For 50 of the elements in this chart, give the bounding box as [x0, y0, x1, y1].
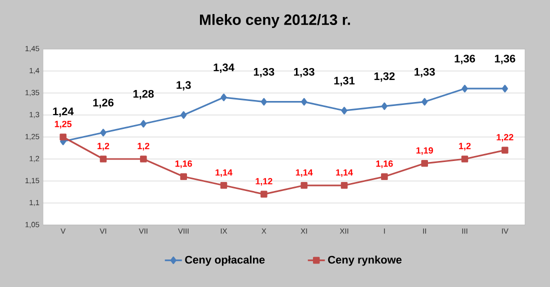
point — [301, 98, 308, 106]
point — [381, 102, 388, 110]
point — [180, 173, 187, 180]
point — [381, 173, 388, 180]
data-label: 1,36 — [494, 54, 516, 64]
data-label: 1,32 — [374, 72, 395, 82]
data-label: 1,28 — [133, 90, 154, 100]
data-label: 1,14 — [216, 169, 232, 177]
chart-title: Mleko ceny 2012/13 r. — [200, 14, 350, 28]
data-label: 1,2 — [459, 142, 471, 150]
point — [502, 84, 508, 92]
data-label: 1,26 — [93, 98, 114, 108]
data-label: 1,36 — [454, 54, 476, 64]
legend-label: Ceny opłacalne — [185, 256, 265, 266]
data-label: 1,16 — [175, 160, 192, 168]
data-label: 1,25 — [54, 120, 72, 128]
point — [300, 182, 308, 189]
point — [220, 182, 228, 189]
data-label: 1,2 — [138, 142, 150, 150]
point — [421, 160, 428, 167]
data-label: 1,24 — [53, 108, 74, 117]
data-label: 1,14 — [336, 169, 353, 177]
data-label: 1,2 — [98, 142, 110, 150]
point — [140, 120, 146, 128]
point — [340, 182, 348, 189]
point — [100, 128, 106, 136]
data-label: 1,14 — [296, 169, 313, 177]
point — [502, 146, 508, 154]
data-label: 1,3 — [176, 81, 191, 90]
data-label: 1,31 — [334, 76, 355, 86]
point — [100, 156, 107, 162]
data-label: 1,33 — [254, 68, 274, 78]
data-label: 1,34 — [214, 64, 234, 73]
point — [462, 84, 468, 92]
point — [461, 156, 468, 162]
point — [140, 156, 147, 162]
legend-label: Ceny rynkowe — [328, 256, 402, 266]
point — [260, 190, 268, 198]
point — [180, 111, 187, 119]
point — [260, 98, 267, 106]
data-label: 1,16 — [376, 160, 393, 168]
data-label: 1,12 — [256, 178, 272, 186]
point — [341, 106, 348, 114]
data-label: 1,33 — [414, 68, 435, 78]
data-label: 1,22 — [496, 134, 514, 142]
data-label: 1,19 — [416, 147, 433, 155]
point — [422, 98, 428, 106]
data-label: 1,33 — [294, 68, 314, 78]
point — [220, 94, 227, 102]
point — [60, 134, 66, 140]
